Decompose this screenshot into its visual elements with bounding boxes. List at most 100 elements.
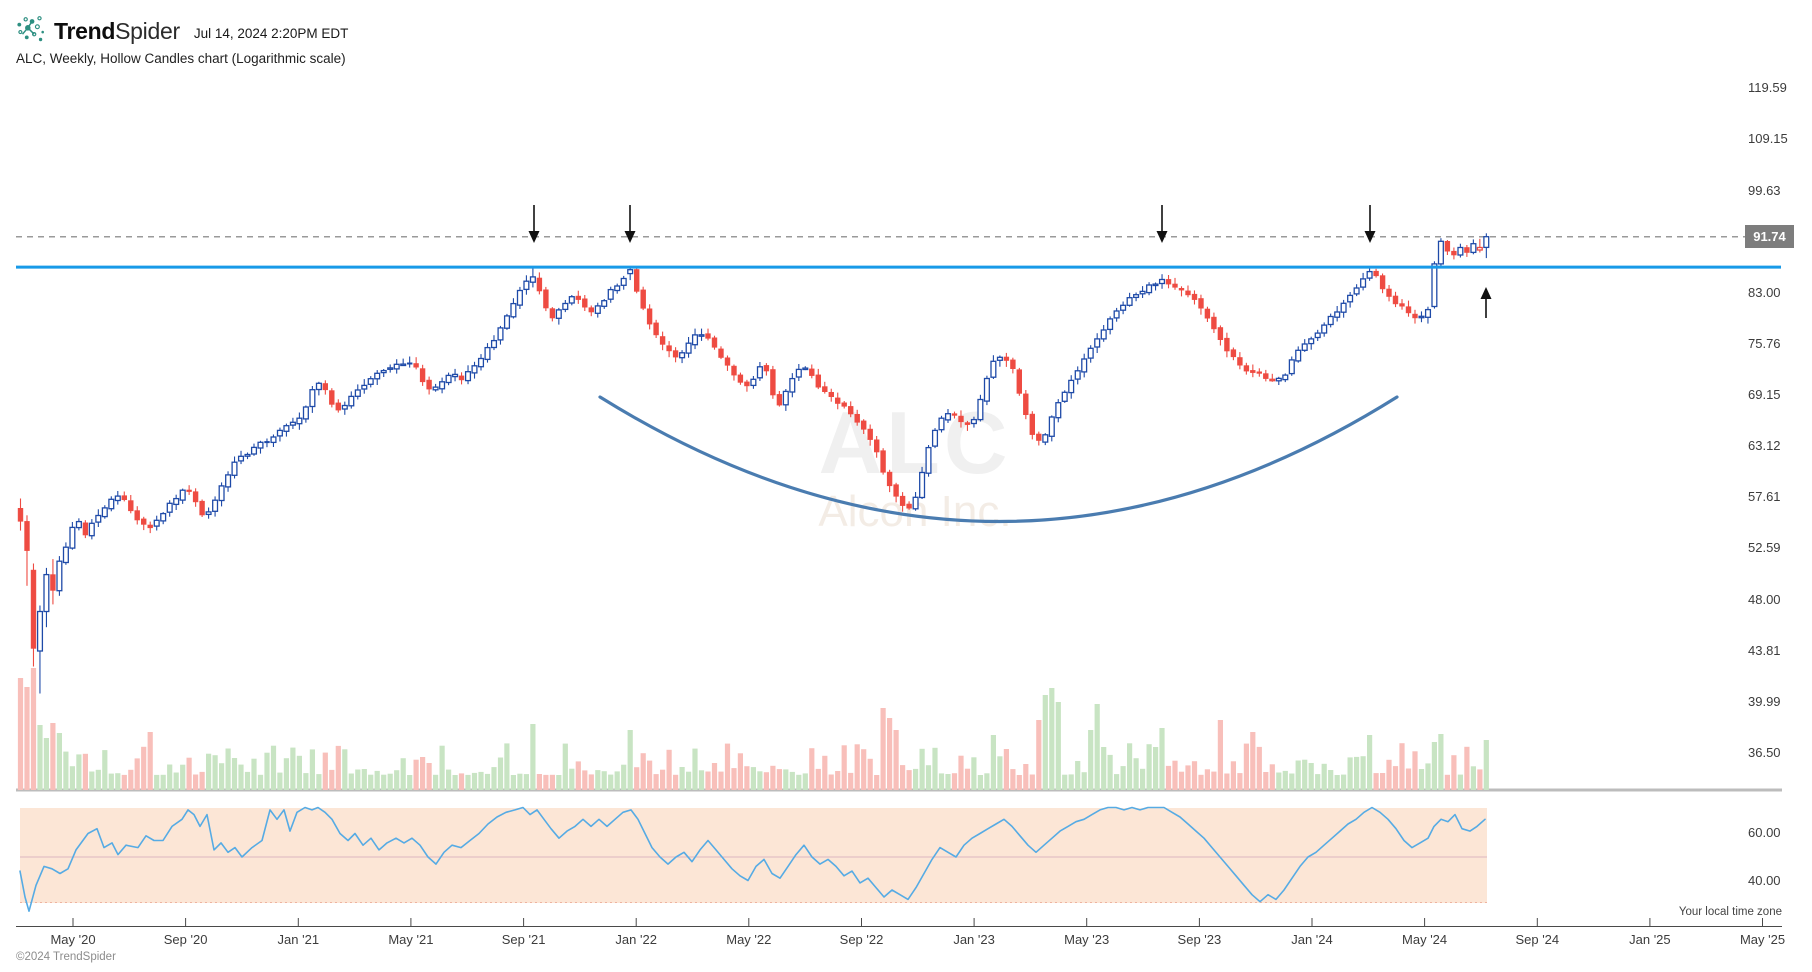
candle-body [1314,332,1321,339]
candle-body [1172,283,1178,288]
panel-separator[interactable] [16,788,1782,792]
candle-body [335,402,341,411]
candle-body [731,365,737,376]
candle-body [899,495,906,506]
candle-body [17,507,24,522]
up-arrow-head[interactable] [1480,287,1492,299]
volume-bar [407,775,413,790]
volume-bar [128,769,134,790]
candle-body [400,363,407,367]
time-axis-label: May '23 [1064,932,1110,947]
candle-body [789,377,796,393]
candle-body [568,296,575,304]
candle-body [1457,246,1464,256]
volume-bar [575,761,581,790]
candle-body [1217,327,1224,340]
volume-bar [368,774,374,790]
volume-bar [1114,774,1120,790]
candle-body [1327,315,1334,326]
time-axis-label: May '21 [388,932,434,947]
volume-bar [1165,765,1172,790]
volume-bar [1315,774,1321,790]
volume-bar [815,768,821,790]
volume-bar [1088,730,1094,790]
volume-bar [1321,763,1327,790]
volume-bar [283,758,289,790]
candle-body [490,339,498,349]
chart-description: ALC, Weekly, Hollow Candles chart (Logar… [16,51,346,66]
candle-body [1321,324,1328,334]
volume-bar [1016,775,1022,790]
volume-bar [1282,770,1288,790]
candle-body [413,363,419,368]
volume-bar [50,723,56,790]
candle-body [970,418,977,425]
volume-bar [309,749,315,790]
volume-bar [861,749,867,790]
down-arrow-head[interactable] [1156,231,1168,243]
candle-body [1198,298,1204,309]
price-axis-label: 36.50 [1748,745,1781,761]
volume-bar [322,752,328,790]
volume-bar [1483,740,1489,790]
volume-bar [82,753,88,790]
price-axis-label: 109.15 [1748,131,1788,147]
volume-bar [121,774,127,790]
candle-body [147,524,153,529]
volume-bar [355,769,361,790]
time-axis-label: Sep '21 [501,932,546,947]
cup-pattern-curve[interactable] [598,395,1399,524]
down-arrow-head[interactable] [624,231,636,243]
volume-bar [1049,688,1055,790]
candle-body [484,346,491,361]
down-arrow-head[interactable] [1364,231,1376,243]
candle-body [756,366,763,379]
candle-body [854,413,860,423]
volume-bar [238,764,244,790]
last-price-badge: 91.74 [1745,225,1794,249]
time-axis-label: Sep '22 [839,932,884,947]
candle-body [1386,288,1392,297]
candle-body [938,417,945,431]
candle-body [1437,240,1444,265]
candle-body [88,522,95,537]
volume-bar [1211,771,1217,790]
candle-body [770,369,776,396]
rsi-line [19,806,1486,913]
down-arrow-head[interactable] [528,231,540,243]
candle-body [114,495,121,502]
candle-body [1334,311,1341,318]
volume-bar [517,773,523,790]
candle-body [886,471,893,487]
volume-bar [1308,763,1314,790]
candle-body [1263,373,1269,379]
candle-body [1211,316,1217,330]
candle-body [1048,416,1055,437]
volume-bar [1269,764,1275,790]
volume-bar [1230,761,1236,790]
rsi-axis-label: 60.00 [1748,825,1781,841]
candle-body [1133,294,1140,299]
candle-body [1308,338,1315,345]
candle-body [1061,391,1068,402]
volume-bar [446,769,452,790]
candle-body [841,402,847,407]
timezone-note: Your local time zone [1678,906,1782,918]
volume-bar [1263,772,1269,790]
candle-body [1464,247,1470,253]
candle-body [1113,310,1120,319]
volume-bar [497,757,504,790]
candle-body [627,269,634,275]
candle-body [166,502,173,513]
candle-body [705,333,711,339]
time-axis-label: Jan '23 [953,932,995,947]
volume-bar [439,745,445,790]
volume-bar [1438,734,1444,790]
candle-body [348,395,355,407]
volume-bar [718,771,724,790]
volume-bar [458,773,465,790]
candle-body [1353,287,1360,295]
candle-body [1023,393,1029,415]
price-axis-label: 48.00 [1748,591,1781,607]
